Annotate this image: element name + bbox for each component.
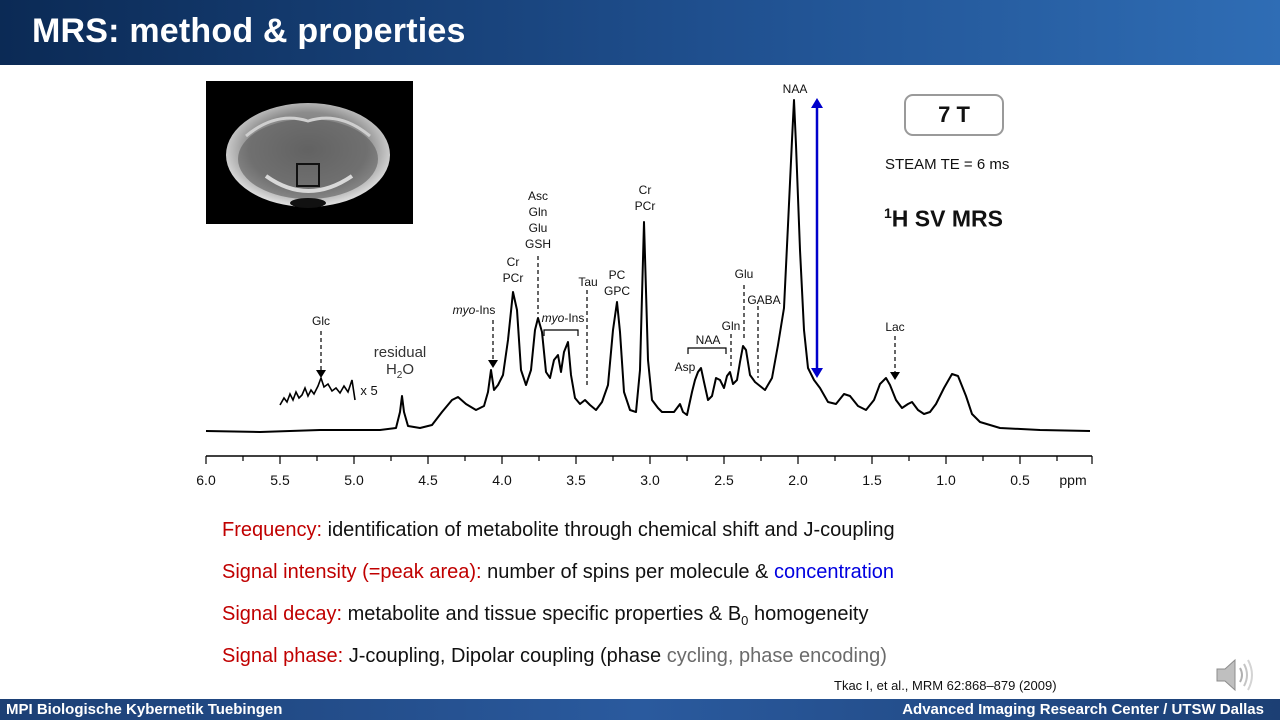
peak-label: Glu bbox=[529, 221, 548, 235]
tick-label: 2.0 bbox=[788, 472, 808, 488]
peak-label: Cr bbox=[639, 183, 652, 197]
peak-label: myo-Ins bbox=[542, 311, 585, 325]
tick-label: 2.5 bbox=[714, 472, 734, 488]
slide-title: MRS: method & properties bbox=[32, 12, 466, 50]
peak-label: myo-Ins bbox=[453, 303, 496, 317]
mri-image bbox=[206, 81, 413, 224]
peak-label: Cr bbox=[507, 255, 520, 269]
peak-label: PC bbox=[609, 268, 626, 282]
peak-label: Tau bbox=[578, 275, 597, 289]
field-strength-badge: 7 T bbox=[904, 94, 1004, 136]
technique-text: H SV MRS bbox=[891, 205, 1003, 232]
peak-markers bbox=[320, 256, 896, 386]
tick-label: 5.5 bbox=[270, 472, 290, 488]
peak-label: Glc bbox=[312, 314, 330, 328]
peak-label: Glu bbox=[735, 267, 754, 281]
glc-inset-trace bbox=[279, 375, 356, 406]
peak-label: PCr bbox=[503, 271, 524, 285]
peak-label: NAA bbox=[783, 82, 808, 96]
technique-label: 1H SV MRS bbox=[884, 205, 1003, 233]
tick-label: 0.5 bbox=[1010, 472, 1030, 488]
tick-label: 1.5 bbox=[862, 472, 882, 488]
water-label: H2O bbox=[386, 361, 414, 381]
peak-label: Asc bbox=[528, 189, 548, 203]
tick-label: 4.5 bbox=[418, 472, 438, 488]
peak-label: GABA bbox=[747, 293, 780, 307]
peak-label: GSH bbox=[525, 237, 551, 251]
footer-left: MPI Biologische Kybernetik Tuebingen bbox=[6, 701, 283, 718]
footer-right: Advanced Imaging Research Center / UTSW … bbox=[902, 701, 1264, 718]
tick-label: 6.0 bbox=[196, 472, 216, 488]
tick-label: 1.0 bbox=[936, 472, 956, 488]
property-decay: Signal decay: metabolite and tissue spec… bbox=[222, 603, 869, 628]
peak-label: Gln bbox=[722, 319, 741, 333]
axis-ticks bbox=[205, 456, 1093, 464]
inset-scale-label: x 5 bbox=[360, 383, 377, 398]
tick-label: 3.5 bbox=[566, 472, 586, 488]
citation: Tkac I, et al., MRM 62:868–879 (2009) bbox=[834, 678, 1057, 693]
peak-label: Gln bbox=[529, 205, 548, 219]
peak-label: Asp bbox=[675, 360, 696, 374]
peak-label: GPC bbox=[604, 284, 630, 298]
tick-label: 5.0 bbox=[344, 472, 364, 488]
peak-label: Lac bbox=[885, 320, 904, 334]
title-bar: MRS: method & properties bbox=[0, 0, 1280, 65]
properties-list: Frequency: identification of metabolite … bbox=[222, 516, 895, 684]
residual-label: residual bbox=[374, 344, 427, 361]
technique-superscript: 1 bbox=[884, 205, 892, 221]
speaker-icon[interactable] bbox=[1214, 656, 1256, 694]
tick-label: 4.0 bbox=[492, 472, 512, 488]
peak-label: NAA bbox=[696, 333, 721, 347]
sequence-label: STEAM TE = 6 ms bbox=[885, 156, 1010, 173]
property-intensity: Signal intensity (=peak area): number of… bbox=[222, 561, 895, 583]
axis-unit-label: ppm bbox=[1059, 472, 1086, 488]
peak-label: PCr bbox=[635, 199, 656, 213]
footer-bar: MPI Biologische Kybernetik Tuebingen Adv… bbox=[0, 699, 1280, 720]
property-frequency: Frequency: identification of metabolite … bbox=[222, 519, 895, 541]
tick-label: 3.0 bbox=[640, 472, 660, 488]
spectrum-trace bbox=[205, 99, 1091, 433]
property-phase: Signal phase: J-coupling, Dipolar coupli… bbox=[222, 645, 887, 667]
